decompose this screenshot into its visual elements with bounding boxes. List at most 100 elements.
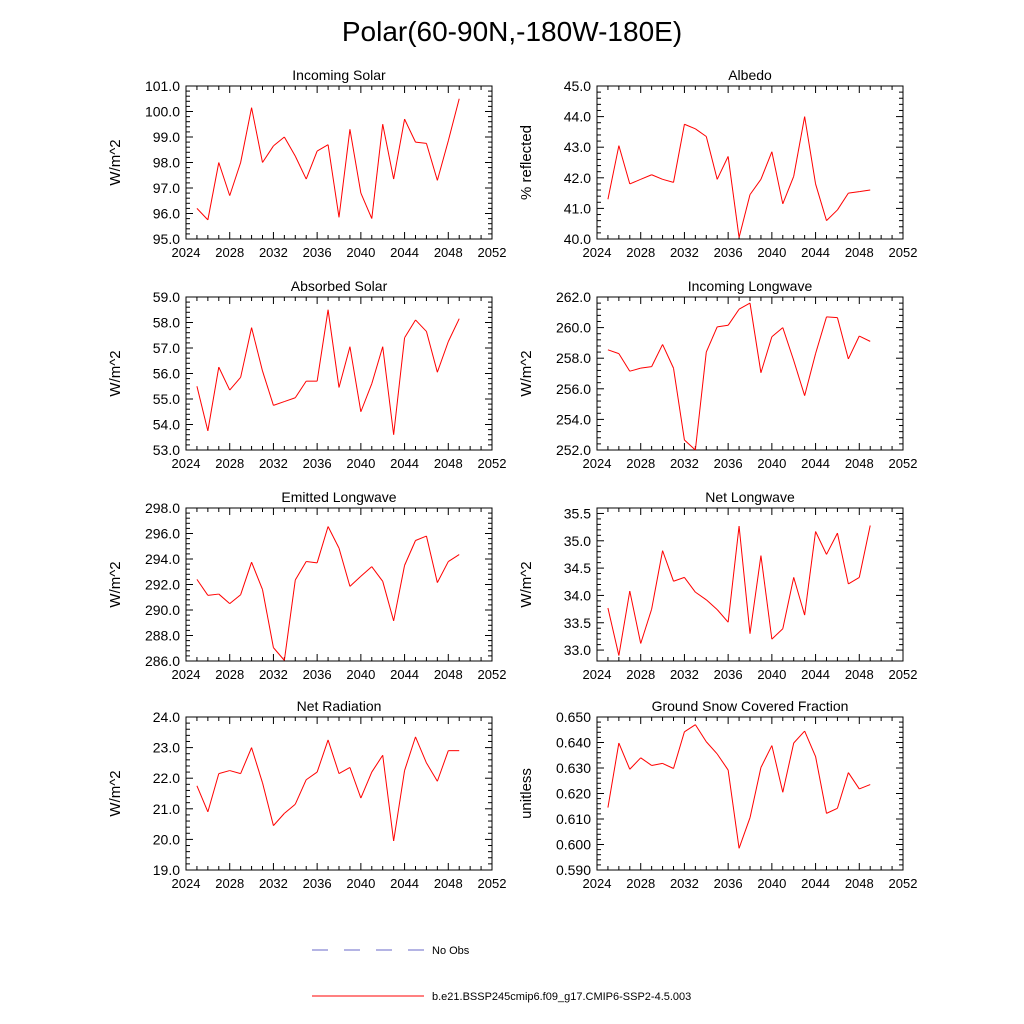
x-tick-label: 2036 [714, 456, 743, 471]
legend-model-label: b.e21.BSSP245cmip6.f09_g17.CMIP6-SSP2-4.… [432, 991, 691, 1003]
series-segment [393, 337, 406, 435]
panel-7: Net Radiation W/m^2 2024 2028 2032 2036 2040 20… [107, 698, 506, 891]
series-segment [760, 151, 773, 180]
y-tick-label: 57.0 [153, 340, 180, 356]
series-line [607, 116, 871, 238]
x-tick-label: 2052 [478, 876, 507, 891]
x-tick-label: 2028 [626, 876, 655, 891]
series-segment [251, 562, 263, 590]
x-tick-label: 2044 [801, 667, 830, 682]
x-tick-label: 2036 [714, 876, 743, 891]
series-segment [716, 609, 729, 623]
series-segment [629, 367, 641, 372]
series-segment [262, 145, 274, 163]
panel-title: Net Radiation [297, 698, 382, 714]
x-tick-label: 2024 [172, 667, 201, 682]
y-tick-label: 0.630 [556, 760, 591, 776]
y-tick-label: 35.5 [564, 505, 591, 521]
series-segment [447, 318, 460, 342]
series-segment [859, 335, 871, 342]
x-tick-label: 2040 [346, 667, 375, 682]
series-segment [382, 581, 395, 621]
series-segment [684, 439, 696, 451]
x-tick-label: 2036 [303, 667, 332, 682]
series-segment [371, 754, 384, 773]
x-tick-label: 2052 [478, 456, 507, 471]
series-segment [793, 360, 806, 396]
series-segment [229, 770, 241, 775]
series-segment [294, 779, 307, 805]
series-segment [240, 327, 253, 378]
y-axis-label: W/m^2 [107, 350, 124, 396]
series-segment [793, 116, 806, 177]
series-segment [273, 813, 285, 826]
series-segment [836, 533, 849, 585]
panel-title: Albedo [728, 67, 772, 83]
panel-5: Emitted Longwave W/m^2 2024 2028 2032 2036 204… [107, 489, 506, 682]
y-tick-label: 258.0 [556, 350, 591, 366]
series-segment [229, 162, 242, 196]
x-tick-label: 2048 [845, 667, 874, 682]
y-tick-label: 22.0 [153, 770, 180, 786]
x-tick-label: 2028 [215, 876, 244, 891]
series-segment [651, 762, 663, 766]
y-tick-label: 35.0 [564, 533, 591, 549]
series-segment [316, 526, 329, 563]
y-tick-label: 262.0 [556, 289, 591, 305]
panel-8: Ground Snow Covered Fraction unitless 2024… [518, 698, 917, 891]
y-tick-label: 34.5 [564, 560, 591, 576]
y-tick-label: 99.0 [153, 129, 180, 145]
series-segment [673, 576, 685, 582]
series-segment [673, 368, 685, 441]
y-tick-label: 24.0 [153, 709, 180, 725]
x-tick-label: 2052 [478, 667, 507, 682]
y-tick-label: 53.0 [153, 442, 180, 458]
series-segment [338, 548, 351, 587]
series-segment [716, 156, 729, 180]
x-tick-label: 2032 [670, 245, 699, 260]
series-segment [240, 562, 253, 595]
series-segment [349, 346, 362, 412]
plot-frame [185, 716, 493, 871]
series-segment [218, 593, 231, 605]
y-tick-label: 96.0 [153, 206, 180, 222]
series-line [196, 309, 460, 435]
series-segment [738, 817, 751, 849]
series-segment [859, 189, 871, 193]
series-segment [727, 525, 740, 623]
series-segment [382, 755, 395, 841]
series-segment [847, 772, 860, 790]
y-tick-label: 33.0 [564, 642, 591, 658]
series-segment [196, 208, 209, 221]
y-tick-label: 41.0 [564, 200, 591, 216]
series-segment [749, 179, 762, 195]
x-tick-label: 2028 [626, 245, 655, 260]
series-segment [327, 309, 340, 388]
y-tick-label: 0.600 [556, 837, 591, 853]
series-segment [705, 136, 718, 180]
series-segment [640, 174, 652, 180]
x-tick-label: 2028 [215, 245, 244, 260]
series-segment [629, 757, 642, 770]
y-tick-label: 97.0 [153, 180, 180, 196]
y-tick-label: 0.610 [556, 811, 591, 827]
series-segment [771, 327, 784, 338]
series-segment [436, 561, 449, 583]
legend: No Obs b.e21.BSSP245cmip6.f09_g17.CMIP6-… [312, 945, 691, 1003]
plot-frame [185, 296, 493, 451]
y-tick-label: 95.0 [153, 231, 180, 247]
series-segment [859, 784, 871, 790]
series-segment [240, 747, 253, 774]
series-line [607, 525, 871, 656]
x-tick-label: 2044 [390, 245, 419, 260]
x-tick-label: 2052 [889, 456, 918, 471]
series-segment [826, 807, 838, 814]
series-segment [651, 174, 663, 180]
x-tick-label: 2024 [172, 876, 201, 891]
y-tick-label: 256.0 [556, 381, 591, 397]
x-tick-label: 2048 [434, 876, 463, 891]
series-segment [338, 129, 351, 218]
y-tick-label: 260.0 [556, 320, 591, 336]
series-segment [415, 141, 427, 144]
x-tick-label: 2040 [757, 876, 786, 891]
